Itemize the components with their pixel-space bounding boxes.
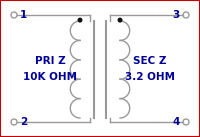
Text: 1: 1 (20, 10, 27, 20)
Text: PRI Z: PRI Z (35, 56, 65, 66)
Circle shape (78, 18, 82, 22)
Text: 4: 4 (173, 117, 180, 127)
Text: 10K OHM: 10K OHM (23, 72, 77, 82)
Text: 3: 3 (173, 10, 180, 20)
Text: SEC Z: SEC Z (133, 56, 167, 66)
Text: 2: 2 (20, 117, 27, 127)
Circle shape (118, 18, 122, 22)
Text: 3.2 OHM: 3.2 OHM (125, 72, 175, 82)
